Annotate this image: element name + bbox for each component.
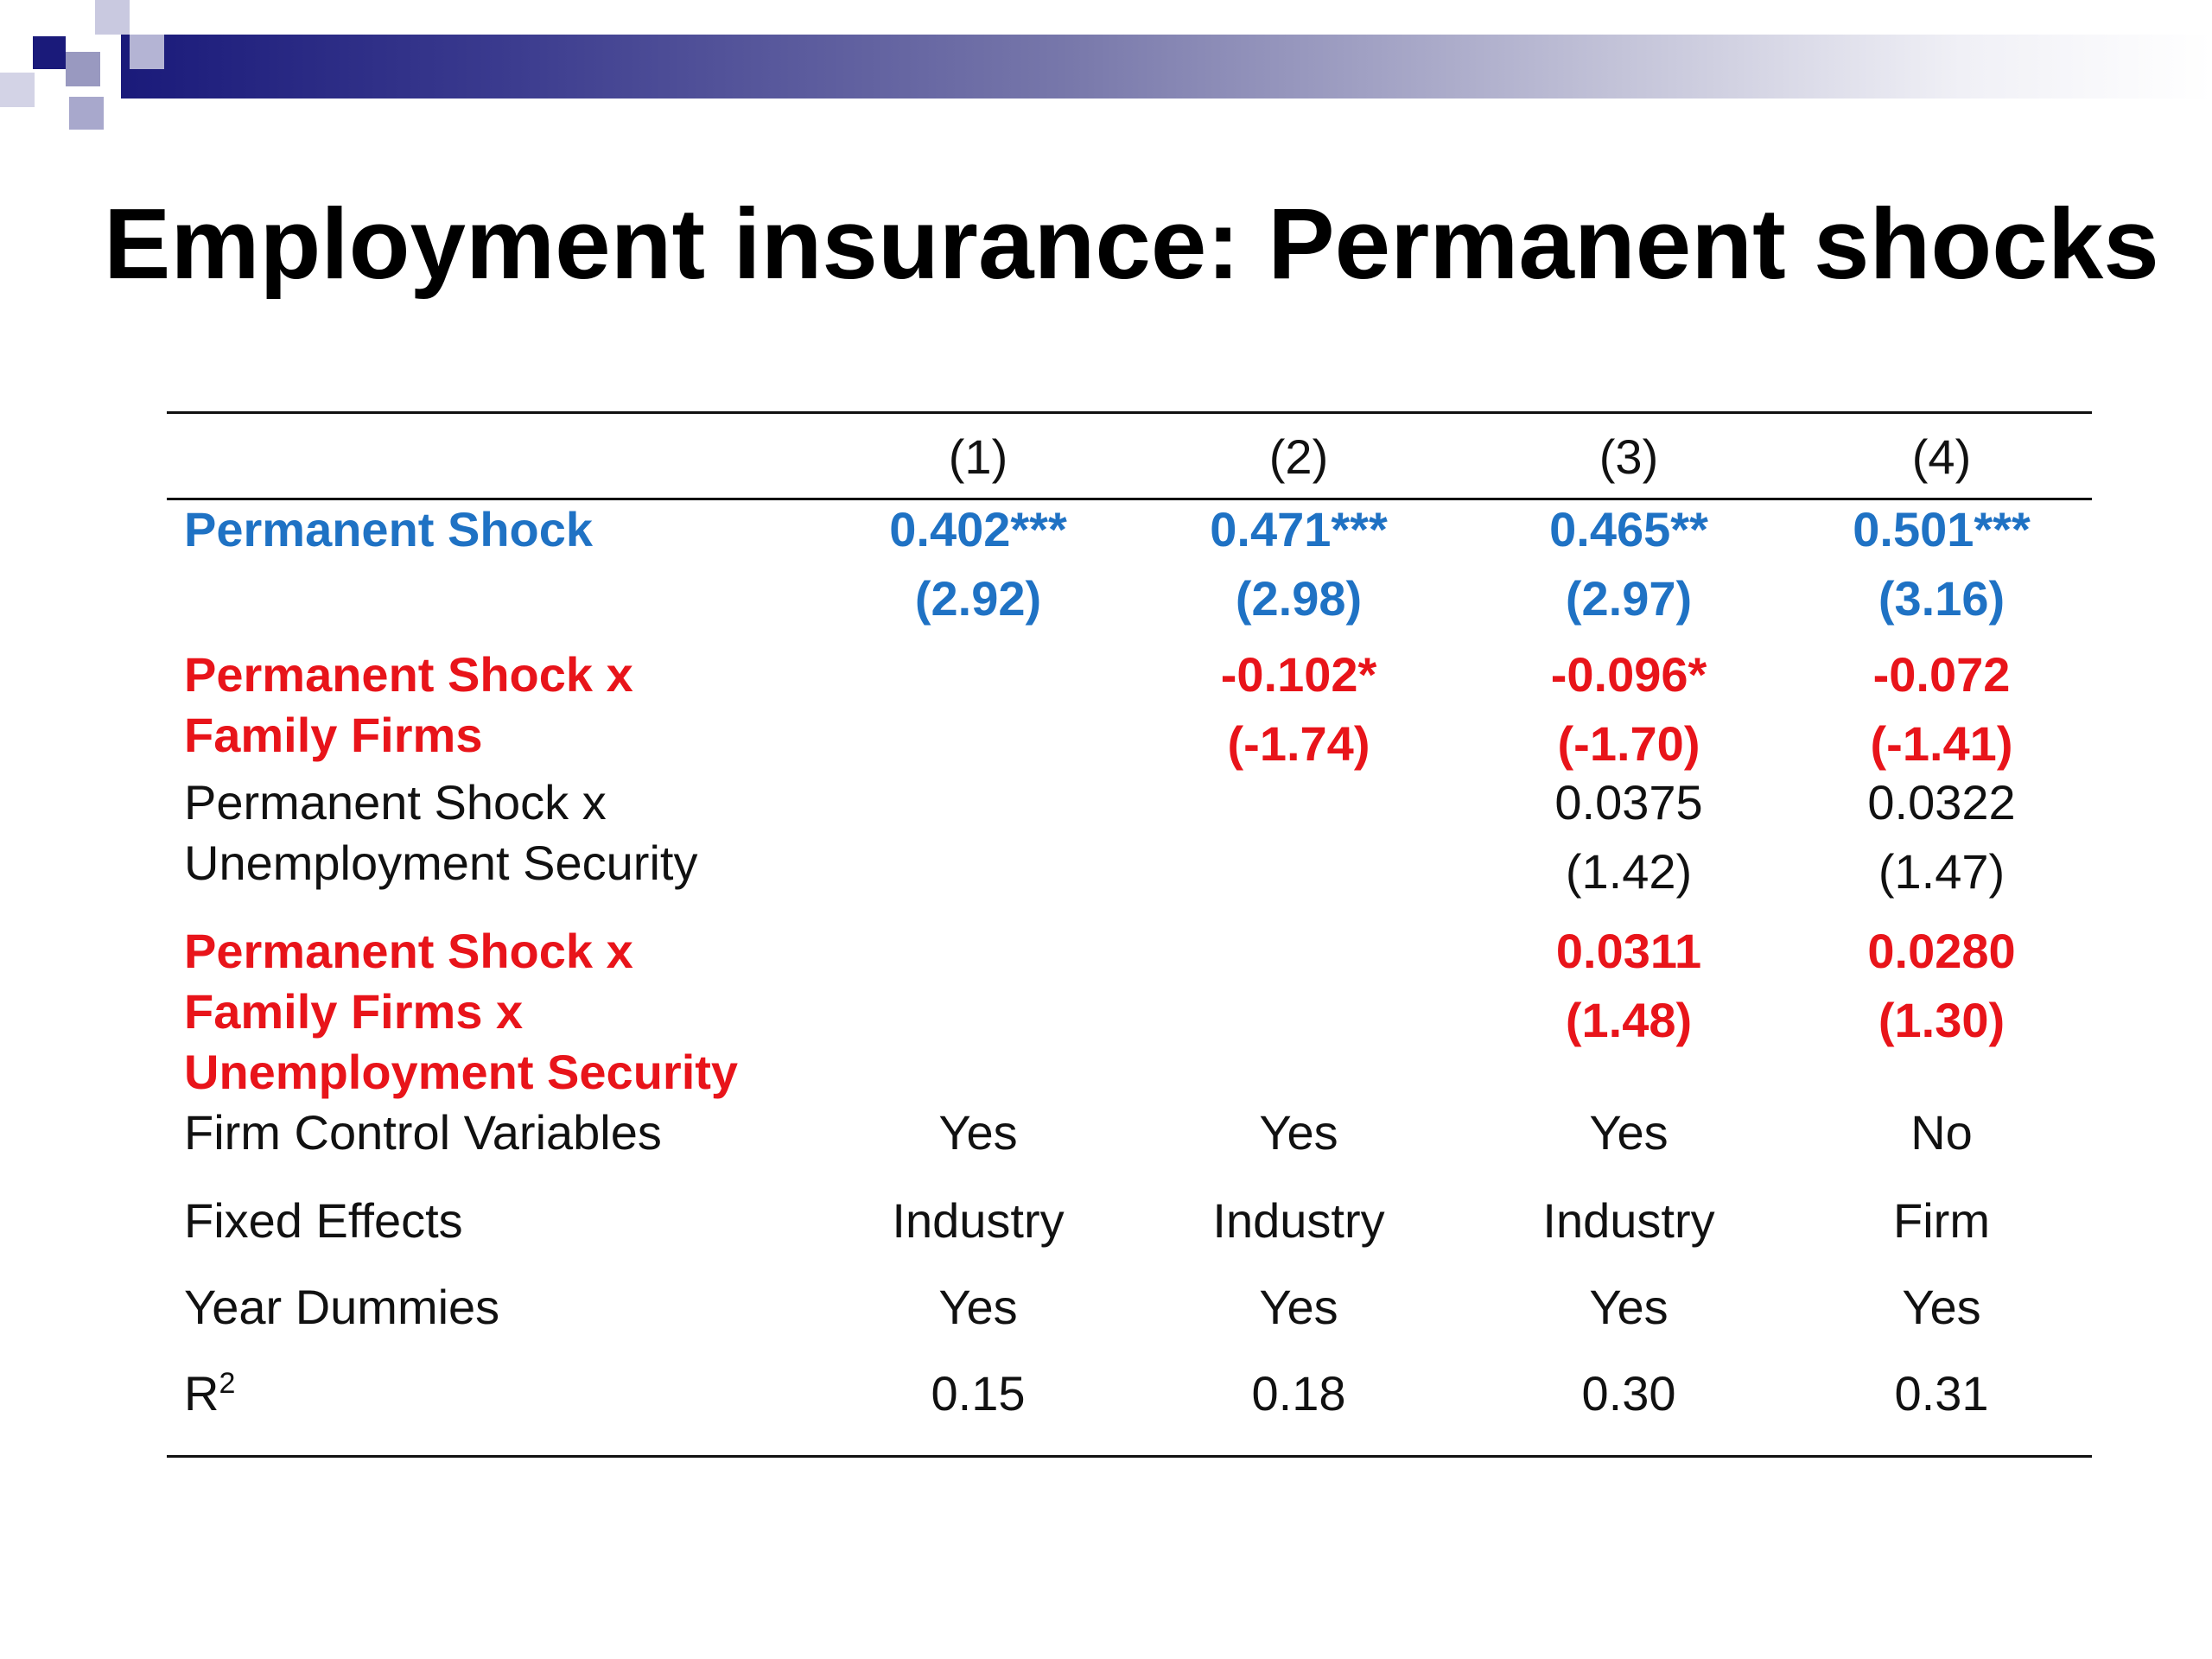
value-cell: 0.18	[1251, 1366, 1346, 1421]
row-label-r-squared: R2	[184, 1365, 235, 1422]
tstat-cell: (3.16)	[1878, 571, 2005, 626]
tstat-cell: (1.47)	[1878, 844, 2005, 899]
row-label-perm-family-unemp-line2: Family Firms x	[184, 984, 524, 1039]
coef-cell: 0.465**	[1549, 502, 1708, 556]
value-cell: Yes	[938, 1280, 1018, 1334]
value-cell: Yes	[1259, 1105, 1338, 1160]
value-cell: Yes	[1589, 1105, 1669, 1160]
tstat-cell: (2.98)	[1235, 571, 1363, 626]
coef-cell: 0.501***	[1853, 502, 2031, 556]
value-cell: 0.30	[1581, 1366, 1676, 1421]
table-top-rule	[167, 411, 2092, 414]
row-label-perm-family-line2: Family Firms	[184, 708, 483, 762]
tstat-cell: (1.42)	[1565, 844, 1693, 899]
banner-square	[0, 73, 35, 107]
tstat-cell: (-1.41)	[1870, 716, 2013, 771]
value-cell: Industry	[892, 1193, 1065, 1248]
tstat-cell: (1.30)	[1878, 993, 2005, 1047]
coef-cell: 0.0322	[1867, 775, 2016, 830]
row-label-perm-unemp-line2: Unemployment Security	[184, 836, 698, 890]
tstat-cell: (-1.70)	[1557, 716, 1700, 771]
banner-square	[69, 97, 104, 130]
row-label-perm-family-line1: Permanent Shock x	[184, 647, 633, 702]
value-cell: Firm	[1893, 1193, 1990, 1248]
coef-cell: 0.0375	[1554, 775, 1703, 830]
row-label-permanent-shock: Permanent Shock	[184, 502, 594, 556]
value-cell: No	[1910, 1105, 1973, 1160]
banner-gradient-bar	[121, 35, 2212, 99]
row-label-firm-controls: Firm Control Variables	[184, 1105, 662, 1160]
coef-cell: 0.0311	[1555, 924, 1702, 978]
title-banner	[0, 0, 2212, 173]
row-label-perm-family-unemp-line3: Unemployment Security	[184, 1045, 739, 1099]
value-cell: Yes	[1902, 1280, 1981, 1334]
coef-cell: 0.402***	[889, 502, 1067, 556]
value-cell: 0.31	[1894, 1366, 1989, 1421]
banner-square	[130, 35, 164, 69]
banner-square	[66, 52, 100, 86]
banner-square	[33, 36, 66, 69]
table-bottom-rule	[167, 1455, 2092, 1458]
column-header: (4)	[1911, 429, 1972, 484]
tstat-cell: (2.92)	[914, 571, 1042, 626]
column-header: (3)	[1599, 429, 1659, 484]
value-cell: Yes	[1589, 1280, 1669, 1334]
value-cell: Industry	[1212, 1193, 1385, 1248]
banner-square	[95, 0, 130, 35]
row-label-perm-unemp-line1: Permanent Shock x	[184, 775, 607, 830]
row-label-year-dummies: Year Dummies	[184, 1280, 500, 1334]
coef-cell: 0.0280	[1867, 924, 2016, 978]
tstat-cell: (2.97)	[1565, 571, 1693, 626]
row-label-perm-family-unemp-line1: Permanent Shock x	[184, 924, 633, 978]
slide-title: Employment insurance: Permanent shocks	[104, 188, 2159, 300]
column-header: (2)	[1268, 429, 1329, 484]
coef-cell: 0.471***	[1210, 502, 1388, 556]
column-header: (1)	[948, 429, 1008, 484]
value-cell: Yes	[938, 1105, 1018, 1160]
value-cell: Yes	[1259, 1280, 1338, 1334]
tstat-cell: (1.48)	[1565, 993, 1693, 1047]
table-header-rule	[167, 498, 2092, 500]
value-cell: 0.15	[931, 1366, 1026, 1421]
coef-cell: -0.102*	[1220, 647, 1377, 702]
r-squared-letter: R	[184, 1366, 219, 1421]
coef-cell: -0.096*	[1550, 647, 1707, 702]
tstat-cell: (-1.74)	[1227, 716, 1370, 771]
value-cell: Industry	[1542, 1193, 1715, 1248]
r-squared-exponent: 2	[219, 1367, 236, 1400]
coef-cell: -0.072	[1872, 647, 2011, 702]
row-label-fixed-effects: Fixed Effects	[184, 1193, 463, 1248]
